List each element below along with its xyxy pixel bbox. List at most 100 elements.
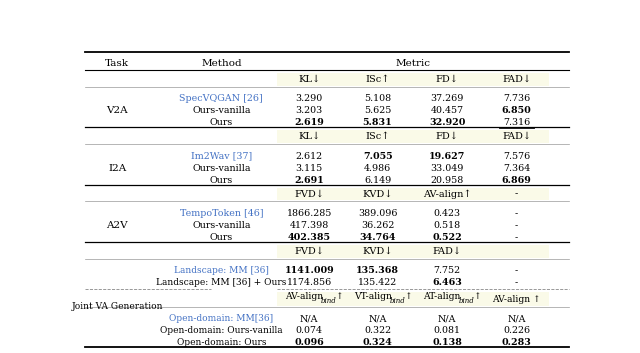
Text: 37.269: 37.269 (430, 94, 464, 103)
Text: TempoToken [46]: TempoToken [46] (180, 209, 263, 218)
Text: Open-domain: Ours-vanilla: Open-domain: Ours-vanilla (160, 326, 283, 335)
Text: 19.627: 19.627 (429, 151, 465, 161)
Text: ISc↑: ISc↑ (365, 132, 390, 141)
Text: Ours-vanilla: Ours-vanilla (192, 221, 251, 230)
Text: 7.736: 7.736 (503, 94, 530, 103)
Text: FAD↓: FAD↓ (502, 75, 531, 84)
Text: FAD↓: FAD↓ (433, 247, 461, 256)
Text: Method: Method (201, 59, 242, 68)
Text: Landscape: MM [36]: Landscape: MM [36] (174, 267, 269, 275)
Text: FAD↓: FAD↓ (502, 132, 531, 141)
Text: Open-domain: MM[36]: Open-domain: MM[36] (170, 314, 273, 323)
Text: -: - (515, 267, 518, 275)
Text: ISc↑: ISc↑ (365, 75, 390, 84)
Text: 2.691: 2.691 (294, 176, 324, 185)
Text: 33.049: 33.049 (430, 164, 464, 173)
Text: FD↓: FD↓ (436, 75, 458, 84)
Text: 32.920: 32.920 (429, 118, 465, 127)
Text: 0.522: 0.522 (432, 233, 462, 242)
Text: Metric: Metric (396, 59, 430, 68)
Text: 3.203: 3.203 (296, 106, 323, 115)
Text: 7.316: 7.316 (503, 118, 530, 127)
Text: Open-domain: Ours: Open-domain: Ours (177, 338, 266, 347)
Text: 3.290: 3.290 (296, 94, 323, 103)
Text: Ours-vanilla: Ours-vanilla (192, 164, 251, 173)
Text: 4.986: 4.986 (364, 164, 391, 173)
Text: 7.364: 7.364 (503, 164, 530, 173)
Text: 7.055: 7.055 (363, 151, 392, 161)
Text: FVD↓: FVD↓ (294, 247, 324, 256)
Text: FD↓: FD↓ (436, 132, 458, 141)
Text: ↑: ↑ (474, 292, 482, 301)
Text: N/A: N/A (369, 314, 387, 323)
Text: 0.283: 0.283 (502, 338, 531, 347)
Text: 0.423: 0.423 (433, 209, 461, 218)
Text: Joint VA Generation: Joint VA Generation (72, 302, 163, 311)
Text: 0.096: 0.096 (294, 338, 324, 347)
Text: 2.619: 2.619 (294, 118, 324, 127)
Text: Task: Task (105, 59, 129, 68)
Text: 389.096: 389.096 (358, 209, 397, 218)
Text: 6.463: 6.463 (432, 279, 462, 287)
Text: 135.422: 135.422 (358, 279, 397, 287)
Text: -: - (515, 279, 518, 287)
Text: N/A: N/A (508, 314, 525, 323)
Text: -: - (515, 209, 518, 218)
Text: 36.262: 36.262 (361, 221, 394, 230)
Text: 1174.856: 1174.856 (287, 279, 332, 287)
Text: Landscape: MM [36] + Ours: Landscape: MM [36] + Ours (156, 279, 287, 287)
Text: A2V: A2V (106, 221, 128, 230)
Text: 7.576: 7.576 (503, 151, 530, 161)
Text: bind: bind (390, 297, 405, 305)
Text: V2A: V2A (106, 106, 128, 115)
Text: 1866.285: 1866.285 (287, 209, 332, 218)
Bar (277, 131, 548, 143)
Text: Ours: Ours (210, 176, 233, 185)
Text: 0.074: 0.074 (296, 326, 323, 335)
Text: 417.398: 417.398 (289, 221, 329, 230)
Text: VT-align: VT-align (354, 292, 392, 301)
Text: Ours: Ours (210, 118, 233, 127)
Bar (277, 292, 548, 306)
Text: 402.385: 402.385 (287, 233, 331, 242)
Text: 34.764: 34.764 (359, 233, 396, 242)
Bar (277, 245, 548, 258)
Text: 0.518: 0.518 (433, 221, 461, 230)
Text: KVD↓: KVD↓ (362, 247, 393, 256)
Text: N/A: N/A (438, 314, 456, 323)
Text: SpecVQGAN [26]: SpecVQGAN [26] (179, 94, 263, 103)
Text: FVD↓: FVD↓ (294, 190, 324, 199)
Text: 0.138: 0.138 (432, 338, 462, 347)
Text: I2A: I2A (108, 164, 126, 173)
Text: ↑: ↑ (404, 292, 412, 301)
Text: 0.226: 0.226 (503, 326, 530, 335)
Text: 0.324: 0.324 (363, 338, 392, 347)
Text: 3.115: 3.115 (296, 164, 323, 173)
Text: 6.850: 6.850 (502, 106, 531, 115)
Text: ↑: ↑ (336, 292, 344, 301)
Text: 2.612: 2.612 (296, 151, 323, 161)
Text: 40.457: 40.457 (431, 106, 463, 115)
Text: AV-align↑: AV-align↑ (423, 189, 471, 199)
Text: AT-align: AT-align (424, 292, 461, 301)
Text: KL↓: KL↓ (298, 75, 320, 84)
Text: KVD↓: KVD↓ (362, 190, 393, 199)
Bar (277, 73, 548, 85)
Text: 5.108: 5.108 (364, 94, 391, 103)
Text: AV-align: AV-align (285, 292, 323, 301)
Text: 0.322: 0.322 (364, 326, 391, 335)
Text: Ours: Ours (210, 233, 233, 242)
Text: -: - (515, 233, 518, 242)
Text: 5.831: 5.831 (363, 118, 392, 127)
Text: 135.368: 135.368 (356, 267, 399, 275)
Text: -: - (515, 221, 518, 230)
Text: -: - (515, 190, 518, 199)
Text: bind: bind (321, 297, 337, 305)
Text: 7.752: 7.752 (433, 267, 461, 275)
Text: 6.149: 6.149 (364, 176, 391, 185)
Text: 6.869: 6.869 (502, 176, 531, 185)
Text: 20.958: 20.958 (431, 176, 463, 185)
Text: N/A: N/A (300, 314, 319, 323)
Bar (277, 188, 548, 201)
Text: Im2Wav [37]: Im2Wav [37] (191, 151, 252, 161)
